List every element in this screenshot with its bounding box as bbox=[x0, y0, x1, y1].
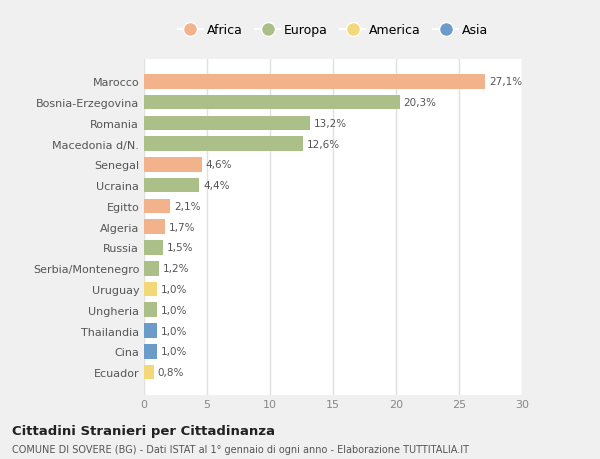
Text: 4,6%: 4,6% bbox=[206, 160, 232, 170]
Text: 12,6%: 12,6% bbox=[307, 140, 340, 149]
Bar bbox=[144, 365, 154, 380]
Bar bbox=[144, 241, 163, 255]
Bar bbox=[144, 220, 166, 235]
Bar bbox=[144, 261, 159, 276]
Text: Cittadini Stranieri per Cittadinanza: Cittadini Stranieri per Cittadinanza bbox=[12, 424, 275, 437]
Text: 1,0%: 1,0% bbox=[160, 285, 187, 294]
Bar bbox=[144, 282, 157, 297]
Text: 4,4%: 4,4% bbox=[203, 181, 230, 191]
Text: 1,5%: 1,5% bbox=[167, 243, 193, 253]
Bar bbox=[144, 116, 310, 131]
Text: 1,7%: 1,7% bbox=[169, 222, 196, 232]
Text: 1,0%: 1,0% bbox=[160, 326, 187, 336]
Text: 1,0%: 1,0% bbox=[160, 347, 187, 357]
Text: COMUNE DI SOVERE (BG) - Dati ISTAT al 1° gennaio di ogni anno - Elaborazione TUT: COMUNE DI SOVERE (BG) - Dati ISTAT al 1°… bbox=[12, 444, 469, 454]
Bar bbox=[144, 158, 202, 172]
Bar bbox=[144, 344, 157, 359]
Bar bbox=[144, 199, 170, 214]
Text: 1,0%: 1,0% bbox=[160, 305, 187, 315]
Text: 13,2%: 13,2% bbox=[314, 118, 347, 129]
Text: 0,8%: 0,8% bbox=[158, 367, 184, 377]
Bar bbox=[144, 303, 157, 317]
Bar bbox=[144, 324, 157, 338]
Text: 2,1%: 2,1% bbox=[174, 202, 201, 212]
Bar bbox=[144, 95, 400, 110]
Text: 1,2%: 1,2% bbox=[163, 263, 190, 274]
Legend: Africa, Europa, America, Asia: Africa, Europa, America, Asia bbox=[173, 19, 493, 42]
Bar bbox=[144, 179, 199, 193]
Text: 27,1%: 27,1% bbox=[489, 77, 523, 87]
Bar bbox=[144, 137, 303, 151]
Text: 20,3%: 20,3% bbox=[404, 98, 437, 108]
Bar bbox=[144, 75, 485, 90]
